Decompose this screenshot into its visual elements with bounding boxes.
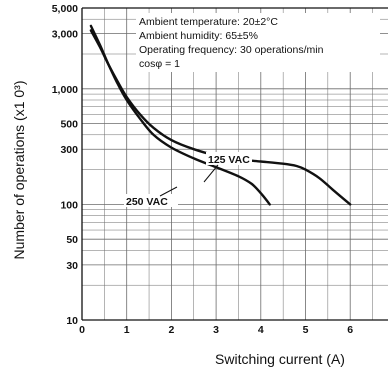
- condition-frequency: Operating frequency: 30 operations/min: [139, 44, 324, 56]
- condition-humidity: Ambient humidity: 65±5%: [139, 30, 258, 42]
- y-tick-label: 5,000: [52, 3, 78, 15]
- conditions-block: Ambient temperature: 20±2°C Ambient humi…: [136, 13, 380, 72]
- series-line-250vac: [89, 24, 271, 206]
- x-tick-label: 1: [124, 324, 130, 336]
- x-tick-label: 2: [168, 324, 174, 336]
- x-tick-label: 0: [79, 324, 85, 336]
- y-tick-label: 50: [66, 234, 78, 246]
- y-tick-label: 100: [60, 199, 78, 211]
- y-axis-title: Number of operations (x1 0³): [11, 81, 27, 260]
- x-tick-label: 5: [303, 324, 309, 336]
- y-tick-label: 3,000: [52, 29, 78, 41]
- label-125-background: [206, 152, 252, 165]
- x-tick-label: 3: [213, 324, 219, 336]
- y-tick-label: 500: [60, 119, 78, 131]
- axes: [81, 7, 388, 321]
- x-tick-label: 6: [347, 324, 353, 336]
- series-label-125vac: 125 VAC: [208, 154, 250, 166]
- series-label-250vac: 250 VAC: [126, 196, 168, 208]
- x-axis-title: Switching current (A): [215, 351, 345, 367]
- condition-power-factor: cosφ = 1: [139, 58, 180, 70]
- series: [89, 24, 352, 206]
- y-tick-label: 30: [66, 260, 78, 272]
- y-tick-label: 300: [60, 144, 78, 156]
- condition-temperature: Ambient temperature: 20±2°C: [139, 16, 278, 28]
- conditions-background: [136, 13, 380, 72]
- leader-250vac: [159, 186, 178, 197]
- curve-labels: 125 VAC 250 VAC: [124, 152, 252, 208]
- x-tick-label: 4: [258, 324, 264, 336]
- y-tick-label: 10: [66, 315, 78, 327]
- leader-125vac: [203, 164, 219, 183]
- label-250-background: [124, 194, 178, 207]
- y-tick-label: 1,000: [52, 84, 78, 96]
